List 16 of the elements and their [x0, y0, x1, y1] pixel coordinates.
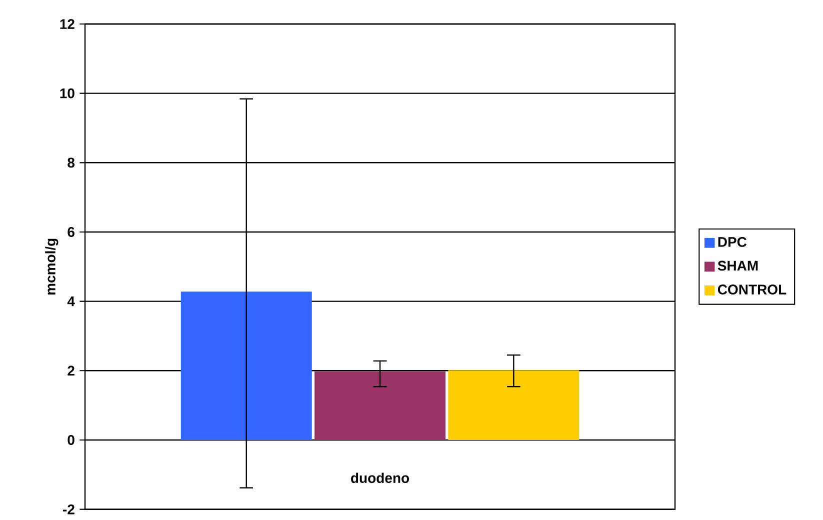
y-tick-label: 2 [68, 366, 74, 376]
legend-label: SHAM [718, 260, 758, 271]
y-tick-label: 6 [68, 227, 74, 237]
y-tick-label: 8 [68, 158, 75, 168]
y-tick-label: 4 [67, 296, 75, 306]
bar [180, 292, 312, 440]
y-tick-label: 10 [60, 88, 74, 98]
bar [314, 371, 446, 440]
legend-label: CONTROL [718, 284, 786, 294]
bar [448, 370, 580, 440]
y-tick-label: 0 [68, 435, 74, 445]
legend-label: DPC [718, 237, 747, 247]
y-tick-label: -2 [63, 504, 74, 514]
y-tick-label: 12 [60, 19, 74, 29]
x-tick-label: duodeno [351, 472, 410, 483]
y-axis-title: mcmol/g [45, 238, 58, 295]
